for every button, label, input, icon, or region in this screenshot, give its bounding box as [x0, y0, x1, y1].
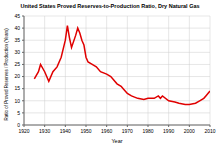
svg-text:20: 20	[14, 73, 20, 79]
svg-text:1970: 1970	[122, 128, 133, 134]
svg-text:45: 45	[14, 13, 20, 19]
svg-text:Ratio of Proved Reserves / Pro: Ratio of Proved Reserves / Production (Y…	[8, 28, 9, 121]
svg-text:15: 15	[14, 85, 20, 91]
svg-text:1990: 1990	[163, 128, 174, 134]
html-text:United States Proved Reserves-: United States Proved Reserves-to-Product…	[20, 3, 200, 9]
svg-text:30: 30	[14, 49, 20, 55]
svg-text:2010: 2010	[204, 128, 212, 134]
svg-text:1980: 1980	[142, 128, 153, 134]
svg-text:Year: Year	[111, 138, 122, 144]
svg-text:25: 25	[14, 61, 20, 67]
svg-text:0: 0	[17, 122, 20, 128]
svg-text:5: 5	[17, 110, 20, 116]
svg-text:40: 40	[14, 25, 20, 31]
svg-text:1950: 1950	[80, 128, 91, 134]
svg-text:10: 10	[14, 98, 20, 104]
svg-text:1930: 1930	[39, 128, 50, 134]
svg-text:1960: 1960	[101, 128, 112, 134]
svg-text:1920: 1920	[18, 128, 29, 134]
svg-text:35: 35	[14, 37, 20, 43]
svg-text:2000: 2000	[184, 128, 195, 134]
svg-text:1940: 1940	[60, 128, 71, 134]
